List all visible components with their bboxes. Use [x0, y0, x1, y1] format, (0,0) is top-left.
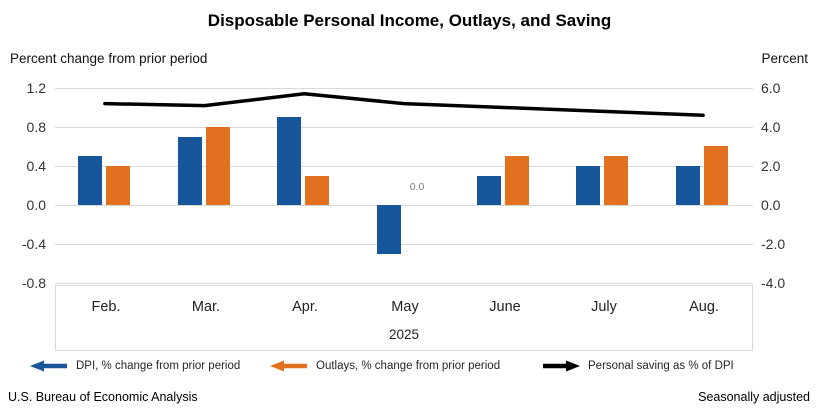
gridline: [55, 283, 753, 284]
y-axis-tick-right: -2.0: [761, 236, 786, 252]
y-axis-tick-right: 0.0: [761, 197, 781, 213]
bar-dpi: [477, 176, 501, 205]
y-axis-tick-right: 2.0: [761, 158, 781, 174]
left-axis-caption: Percent change from prior period: [10, 51, 208, 66]
x-axis-month-label: May: [391, 299, 419, 315]
gridline: [55, 88, 753, 89]
x-axis-month-label: Apr.: [292, 299, 318, 315]
bar-dpi: [377, 205, 401, 254]
bar-dpi: [78, 156, 102, 205]
gridline: [55, 244, 753, 245]
y-axis-tick-left: 0.8: [26, 119, 46, 135]
zero-value-data-label: 0.0: [409, 181, 425, 193]
legend-label: Outlays, % change from prior period: [316, 360, 501, 372]
y-axis-tick-right: -4.0: [761, 275, 786, 291]
y-axis-tick-left: -0.4: [21, 236, 46, 252]
gridline: [55, 127, 753, 128]
bar-dpi: [576, 166, 600, 205]
bar-dpi: [277, 117, 301, 205]
chart-title: Disposable Personal Income, Outlays, and…: [207, 11, 612, 30]
right-arrow-icon: [543, 360, 580, 372]
plot-area: 0.0: [55, 88, 753, 284]
y-axis-tick-left: 0.4: [26, 158, 46, 174]
gridline: [55, 166, 753, 167]
seasonally-adjusted-note: Seasonally adjusted: [698, 390, 810, 404]
x-axis-month-label: Feb.: [91, 299, 121, 315]
legend-label: Personal saving as % of DPI: [588, 360, 734, 372]
x-axis-month-label: Aug.: [689, 299, 719, 315]
bar-outlays: [206, 127, 230, 205]
x-axis-year-label: 2025: [388, 327, 420, 342]
y-axis-tick-right: 4.0: [761, 119, 781, 135]
bar-outlays: [106, 166, 130, 205]
x-axis-month-label: July: [591, 299, 617, 315]
x-axis-month-label: Mar.: [191, 299, 221, 315]
bar-dpi: [676, 166, 700, 205]
left-arrow-icon: [270, 360, 307, 372]
y-axis-tick-left: 0.0: [26, 197, 46, 213]
x-axis-category-box: 2025 Feb. Mar. Apr. May June July Aug.: [55, 285, 753, 351]
gridline: [55, 205, 753, 206]
bar-outlays: [505, 156, 529, 205]
bar-outlays: [604, 156, 628, 205]
bar-dpi: [178, 137, 202, 205]
bar-outlays: [305, 176, 329, 205]
y-axis-tick-left: 1.2: [26, 80, 46, 96]
y-axis-tick-left: -0.8: [21, 275, 46, 291]
x-axis-month-label: June: [489, 299, 521, 315]
source-text: U.S. Bureau of Economic Analysis: [8, 390, 198, 404]
y-axis-tick-right: 6.0: [761, 80, 781, 96]
left-arrow-icon: [30, 360, 67, 372]
legend-label: DPI, % change from prior period: [76, 360, 241, 372]
right-axis-caption: Percent: [761, 51, 808, 66]
bar-outlays: [704, 146, 728, 205]
